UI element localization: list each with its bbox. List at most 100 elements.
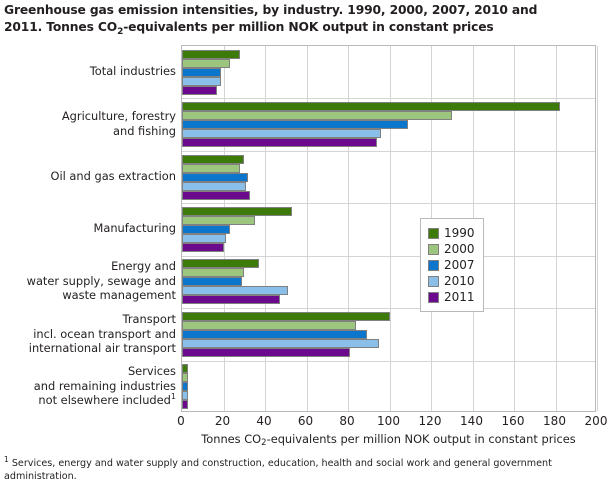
bar-2010-1[interactable]	[182, 129, 382, 138]
bar-2000-4[interactable]	[182, 268, 245, 277]
legend-swatch-icon	[428, 275, 439, 287]
category-label-line: Energy and	[111, 259, 176, 273]
category-separator	[182, 151, 595, 152]
chart-title-line2-pre: 2011. Tonnes CO	[4, 20, 118, 34]
bar-2000-1[interactable]	[182, 111, 452, 120]
bar-group	[182, 259, 595, 304]
gridline-x-40	[265, 46, 266, 411]
bar-2010-2[interactable]	[182, 182, 247, 191]
chart-title-subscript: 2	[117, 27, 124, 37]
category-separator	[182, 98, 595, 99]
bar-2011-0[interactable]	[182, 86, 218, 95]
category-label-line: Services	[127, 364, 176, 378]
category-separator	[182, 308, 595, 309]
category-label-line: waste management	[62, 288, 176, 302]
legend-label: 1990	[444, 226, 475, 240]
bar-2011-6[interactable]	[182, 400, 189, 409]
bar-group	[182, 312, 595, 357]
bar-2000-0[interactable]	[182, 59, 230, 68]
bar-2011-4[interactable]	[182, 295, 280, 304]
x-tick-label-200: 200	[584, 414, 608, 428]
legend-label: 2010	[444, 274, 475, 288]
bar-2000-3[interactable]	[182, 216, 255, 225]
bar-2007-6[interactable]	[182, 382, 189, 391]
gridline-x-160	[514, 46, 515, 411]
bar-2007-0[interactable]	[182, 68, 222, 77]
bar-2000-5[interactable]	[182, 321, 357, 330]
legend-item-2000[interactable]: 2000	[428, 241, 476, 257]
footnote-text: Services, energy and water supply and co…	[4, 458, 552, 482]
gridline-x-80	[348, 46, 349, 411]
category-label-line: Oil and gas extraction	[50, 169, 177, 183]
bar-2010-5[interactable]	[182, 339, 380, 348]
category-label-line: international air transport	[28, 341, 176, 355]
bar-2007-4[interactable]	[182, 277, 243, 286]
bar-1990-4[interactable]	[182, 259, 259, 268]
legend-label: 2011	[444, 290, 475, 304]
bar-group	[182, 50, 595, 95]
bar-2011-1[interactable]	[182, 138, 378, 147]
x-tick-label-120: 120	[418, 414, 442, 428]
bar-group	[182, 102, 595, 147]
chart-title-line2-post: -equivalents per million NOK output in c…	[123, 20, 494, 34]
bar-1990-2[interactable]	[182, 155, 245, 164]
legend-swatch-icon	[428, 291, 439, 303]
bar-1990-1[interactable]	[182, 102, 560, 111]
bar-group	[182, 207, 595, 252]
legend-item-2011[interactable]: 2011	[428, 289, 476, 305]
bar-2010-3[interactable]	[182, 234, 226, 243]
x-tick-label-0: 0	[177, 414, 185, 428]
bar-2007-3[interactable]	[182, 225, 230, 234]
chart-title-line1: Greenhouse gas emission intensities, by …	[4, 3, 538, 17]
bar-1990-5[interactable]	[182, 312, 390, 321]
bar-group	[182, 364, 595, 409]
legend-item-2007[interactable]: 2007	[428, 257, 476, 273]
category-label-5: Transport incl. ocean transport and intern…	[0, 312, 176, 356]
category-label-3: Manufacturing	[0, 221, 176, 236]
bar-2011-5[interactable]	[182, 348, 351, 357]
bar-2007-1[interactable]	[182, 120, 409, 129]
bar-1990-3[interactable]	[182, 207, 292, 216]
x-axis-title-subscript: 2	[261, 438, 267, 448]
category-label-2: Oil and gas extraction	[0, 169, 177, 184]
legend-label: 2000	[444, 242, 475, 256]
bar-2007-2[interactable]	[182, 173, 249, 182]
bar-2010-6[interactable]	[182, 391, 189, 400]
category-label-line: incl. ocean transport and	[33, 326, 176, 341]
x-tick-label-140: 140	[460, 414, 483, 428]
bar-2007-5[interactable]	[182, 330, 367, 339]
legend-item-2010[interactable]: 2010	[428, 273, 476, 289]
bar-2010-0[interactable]	[182, 77, 222, 86]
gridline-x-180	[555, 46, 557, 411]
chart-footnote: 1 Services, energy and water supply and …	[4, 456, 604, 483]
gridline-x-200	[597, 46, 598, 411]
bar-2010-4[interactable]	[182, 286, 288, 295]
bar-1990-6[interactable]	[182, 364, 189, 373]
category-label-line: water supply, sewage and	[26, 273, 176, 288]
x-tick-label-60: 60	[297, 414, 314, 428]
category-label-0: Total industries	[0, 64, 176, 79]
plot-area	[181, 45, 598, 412]
category-label-line: and fishing	[113, 123, 176, 138]
x-tick-label-40: 40	[256, 414, 272, 428]
category-label-line: and remaining industries	[33, 378, 176, 393]
category-label-line: Manufacturing	[93, 221, 176, 235]
legend-item-1990[interactable]: 1990	[428, 225, 476, 241]
gridline-x-100	[389, 46, 391, 411]
bar-1990-0[interactable]	[182, 50, 241, 59]
bar-2000-6[interactable]	[182, 373, 189, 382]
category-label-line: not elsewhere included1	[38, 392, 176, 407]
legend-swatch-icon	[428, 259, 439, 271]
category-axis-labels: Total industries Agriculture, forestry and…	[0, 45, 610, 412]
bar-2011-2[interactable]	[182, 191, 251, 200]
category-label-line: Total industries	[89, 64, 176, 78]
bar-2011-3[interactable]	[182, 243, 224, 252]
category-label-line: Agriculture, forestry	[61, 109, 176, 123]
legend-swatch-icon	[428, 243, 439, 255]
category-label-footnote-marker: 1	[170, 392, 176, 402]
category-separator	[182, 203, 595, 204]
legend-swatch-icon	[428, 227, 439, 239]
bar-2000-2[interactable]	[182, 164, 241, 173]
category-separator	[182, 256, 595, 257]
x-axis-tick-labels: 0 20 40 60 80 100 120 140 160 180 200	[177, 414, 607, 432]
